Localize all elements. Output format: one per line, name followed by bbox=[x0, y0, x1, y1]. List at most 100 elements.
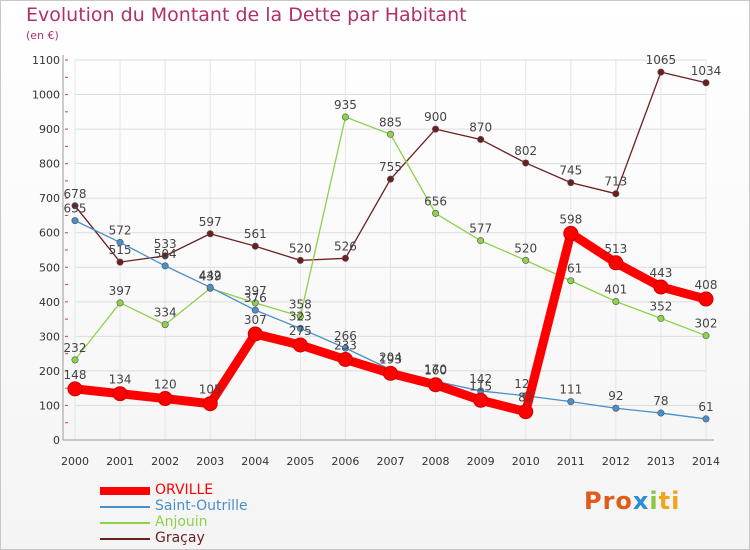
data-label-orville: 275 bbox=[289, 324, 312, 338]
data-point-saint-outrille bbox=[702, 415, 710, 423]
data-label-gracay: 533 bbox=[154, 237, 177, 251]
data-label-gracay: 1034 bbox=[691, 64, 722, 78]
data-point-anjouin bbox=[116, 299, 124, 307]
data-label-saint-outrille: 504 bbox=[154, 247, 177, 261]
x-tick-label: 2008 bbox=[422, 455, 450, 468]
data-point-anjouin bbox=[657, 314, 665, 322]
data-point-saint-outrille bbox=[71, 217, 79, 225]
data-label-saint-outrille: 442 bbox=[199, 268, 222, 282]
data-point-saint-outrille bbox=[116, 238, 124, 246]
x-tick-label: 2010 bbox=[512, 455, 540, 468]
data-label-orville: 513 bbox=[604, 242, 627, 256]
data-label-orville: 120 bbox=[154, 378, 177, 392]
data-label-gracay: 515 bbox=[109, 243, 132, 257]
data-label-gracay: 526 bbox=[334, 239, 357, 253]
legend-label-anjouin: Anjouin bbox=[155, 514, 208, 530]
data-label-anjouin: 577 bbox=[469, 222, 492, 236]
logo-part-1: Pro bbox=[584, 487, 633, 515]
chart-title: Evolution du Montant de la Dette par Hab… bbox=[26, 4, 467, 26]
data-label-anjouin: 401 bbox=[604, 282, 627, 296]
x-tick-label: 2001 bbox=[106, 455, 134, 468]
data-point-anjouin bbox=[612, 297, 620, 305]
data-point-saint-outrille bbox=[251, 306, 259, 314]
data-label-gracay: 561 bbox=[244, 227, 267, 241]
data-point-anjouin bbox=[702, 332, 710, 340]
data-point-orville bbox=[518, 404, 534, 420]
data-point-gracay bbox=[341, 254, 349, 262]
data-point-gracay bbox=[522, 159, 530, 167]
data-label-saint-outrille: 204 bbox=[379, 351, 402, 365]
data-point-orville bbox=[563, 225, 579, 241]
x-tick-label: 2014 bbox=[692, 455, 720, 468]
data-label-orville: 443 bbox=[649, 266, 672, 280]
data-label-anjouin: 885 bbox=[379, 115, 402, 129]
x-tick-label: 2003 bbox=[196, 455, 224, 468]
data-point-saint-outrille bbox=[206, 283, 214, 291]
y-tick-label: 1100 bbox=[32, 54, 60, 67]
data-label-anjouin: 334 bbox=[154, 306, 177, 320]
legend-swatch-saint-outrille bbox=[100, 506, 150, 508]
data-point-anjouin bbox=[386, 130, 394, 138]
data-point-gracay bbox=[71, 202, 79, 210]
chart-subtitle: (en €) bbox=[26, 29, 59, 42]
data-label-orville: 148 bbox=[64, 368, 87, 382]
data-label-saint-outrille: 572 bbox=[109, 223, 132, 237]
data-point-saint-outrille bbox=[341, 344, 349, 352]
data-point-gracay bbox=[567, 179, 575, 187]
data-point-gracay bbox=[386, 175, 394, 183]
data-label-anjouin: 397 bbox=[244, 284, 267, 298]
data-point-anjouin bbox=[251, 299, 259, 307]
data-point-anjouin bbox=[296, 312, 304, 320]
y-tick-label: 0 bbox=[53, 434, 60, 447]
data-label-gracay: 870 bbox=[469, 120, 492, 134]
data-point-orville bbox=[428, 377, 444, 393]
legend: ORVILLE Saint-Outrille Anjouin Graçay bbox=[100, 482, 320, 547]
data-point-gracay bbox=[296, 256, 304, 264]
data-point-orville bbox=[383, 365, 398, 381]
data-label-orville: 115 bbox=[469, 379, 492, 393]
data-point-anjouin bbox=[71, 356, 79, 364]
data-label-saint-outrille: 142 bbox=[469, 372, 492, 386]
x-tick-label: 2000 bbox=[61, 455, 89, 468]
data-label-anjouin: 397 bbox=[109, 284, 132, 298]
data-point-orville bbox=[67, 381, 83, 397]
y-tick-label: 500 bbox=[39, 261, 60, 274]
data-label-gracay: 755 bbox=[379, 160, 402, 174]
data-point-orville bbox=[157, 391, 173, 407]
data-label-saint-outrille: 323 bbox=[289, 309, 312, 323]
legend-item-orville: ORVILLE bbox=[100, 482, 320, 499]
x-tick-label: 2005 bbox=[286, 455, 314, 468]
x-tick-label: 2006 bbox=[331, 455, 359, 468]
data-label-gracay: 802 bbox=[514, 144, 537, 158]
legend-item-anjouin: Anjouin bbox=[100, 514, 320, 531]
data-point-gracay bbox=[116, 258, 124, 266]
data-point-gracay bbox=[251, 242, 259, 250]
data-label-gracay: 520 bbox=[289, 241, 312, 255]
y-tick-label: 900 bbox=[39, 123, 60, 136]
line-chart: 0 100 200 300 400 500 600 700 800 900 1000 1100 2000… bbox=[32, 53, 722, 468]
data-point-orville bbox=[608, 255, 624, 271]
x-tick-label: 2004 bbox=[241, 455, 269, 468]
data-label-gracay: 1065 bbox=[646, 53, 677, 67]
data-point-orville bbox=[112, 386, 128, 402]
data-point-anjouin bbox=[432, 209, 440, 217]
y-tick-label: 700 bbox=[39, 192, 60, 205]
y-tick-label: 100 bbox=[39, 399, 60, 412]
data-label-saint-outrille: 111 bbox=[559, 383, 582, 397]
data-label-orville: 160 bbox=[424, 364, 447, 378]
legend-swatch-gracay bbox=[100, 538, 150, 540]
data-label-orville: 105 bbox=[199, 383, 222, 397]
data-label-orville: 598 bbox=[559, 212, 582, 226]
data-label-orville: 82 bbox=[518, 391, 533, 405]
data-point-gracay bbox=[432, 125, 440, 133]
y-tick-label: 400 bbox=[39, 296, 60, 309]
data-point-saint-outrille bbox=[296, 324, 304, 332]
data-point-saint-outrille bbox=[567, 398, 575, 406]
data-point-anjouin bbox=[522, 256, 530, 264]
data-label-orville: 307 bbox=[244, 313, 267, 327]
data-label-orville: 408 bbox=[695, 278, 718, 292]
data-point-gracay bbox=[477, 135, 485, 143]
data-label-anjouin: 439 bbox=[199, 269, 222, 283]
x-tick-label: 2012 bbox=[602, 455, 630, 468]
logo-part-2: x bbox=[632, 487, 650, 515]
